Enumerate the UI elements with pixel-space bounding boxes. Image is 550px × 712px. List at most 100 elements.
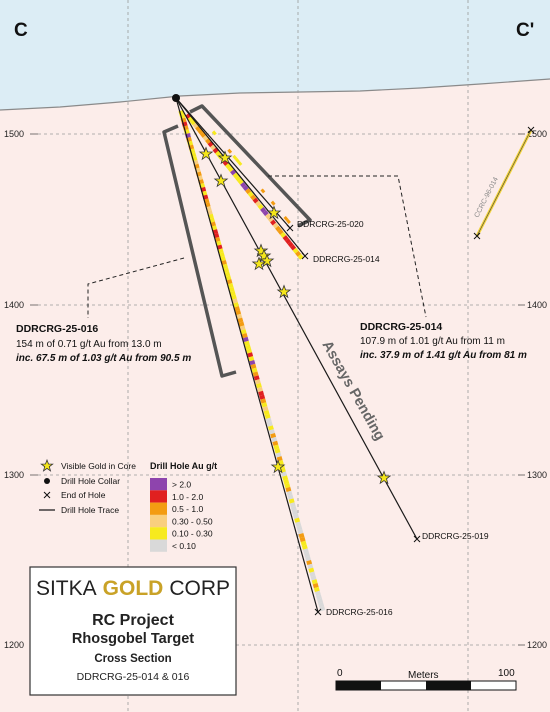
scale-end: 100 [498,668,515,679]
grade-segment [237,317,244,323]
end-of-hole-019 [413,535,421,543]
grade-segment [248,356,255,362]
grade-segment [213,233,220,239]
grade-segment [204,202,211,208]
legend-label: Visible Gold in Core [61,461,136,471]
collar-cross-ccrc [527,126,535,134]
grade-segment [257,203,264,210]
grade-segment [316,594,322,600]
grade-segment [212,147,219,154]
grade-segment [264,413,271,420]
legend-label: Drill Hole Trace [61,505,119,515]
grade-segment [196,175,203,181]
legend-grade-swatch [150,502,167,515]
legend-label: Drill Hole Collar [61,476,120,486]
elev-tick-right: 1300 [527,470,547,480]
grade-segment [237,160,243,166]
grade-segment [190,152,197,158]
scale-bar-segment [426,681,471,690]
visible-gold-star [270,459,286,474]
grade-segment [285,238,292,245]
legend-grade-title: Drill Hole Au g/t [150,461,217,471]
visible-gold-star [217,150,233,165]
grade-segment [282,235,289,242]
grade-segment [269,429,275,435]
grade-segment [205,138,212,145]
grade-segment [260,398,267,404]
grade-segment [232,154,238,160]
legend-grade-label: 0.5 - 1.0 [172,504,203,514]
hole-label-019: DDRCRG-25-019 [422,531,489,541]
grade-segment [199,183,206,189]
grade-segment [190,119,197,126]
grade-segment [290,244,297,251]
visible-gold-star [259,253,275,268]
trace-hole-016 [175,97,319,613]
visible-gold-star [198,146,214,161]
legend-grade-label: 1.0 - 2.0 [172,492,203,502]
grade-segment [200,131,207,138]
grade-segment [300,540,307,546]
grade-segment [290,506,297,512]
end-of-hole-ccrc [473,232,481,240]
grade-segment [266,421,273,427]
grade-segment [241,333,248,339]
grade-segment [245,344,251,350]
grade-segment [295,521,302,527]
annotation-016-title: DDRCRG-25-016 [16,323,98,335]
grade-segment [206,209,213,216]
grade-segment [189,148,196,154]
grade-segment [246,348,253,354]
grade-segment [263,409,270,416]
grade-segment [302,548,309,554]
grade-segment [234,306,241,312]
leader-016 [87,257,185,318]
section-label-right: C' [516,20,534,41]
grade-segment [319,606,326,612]
grade-segment [222,263,228,270]
visible-gold-star [266,205,282,220]
elev-tick-left: 1500 [4,129,24,139]
legend-grade-label: > 2.0 [172,480,191,490]
hole-label-016: DDRCRG-25-016 [326,607,393,617]
grade-segment [306,559,313,566]
scale-bar-segment [336,681,381,690]
elevation-tick-marks [30,133,525,646]
grade-segment [215,240,222,246]
grade-segment [229,290,236,296]
legend-label: End of Hole [61,490,106,500]
grade-segment [230,169,237,176]
grade-segment [279,467,286,473]
grade-segment [277,228,284,235]
legend-dot-icon [44,478,50,484]
legend-x-icon [43,491,51,499]
grade-segment [262,210,269,217]
annotation-016-line2: inc. 67.5 m of 1.03 g/t Au from 90.5 m [16,353,191,364]
grade-segment [227,283,234,289]
legend: Visible Gold in Core Drill Hole Collar E… [39,458,217,552]
grade-segment [297,253,304,260]
grade-segment [224,271,231,277]
grade-segment [311,579,318,585]
grade-segment [257,386,263,393]
grade-segment [236,313,243,320]
elev-tick-right: 1500 [527,129,547,139]
grade-segment [214,236,221,243]
grade-segment [262,406,269,412]
grade-segment [178,109,185,116]
grade-segment [179,113,186,120]
grade-segment [200,186,207,193]
grade-segment [289,502,296,508]
grade-segment [212,229,219,235]
annotation-014: DDRCRG-25-014 107.9 m of 1.01 g/t Au fro… [360,321,527,361]
grade-segment [301,544,308,550]
grade-segment [202,194,209,200]
ground-section [0,79,550,712]
grade-segment [211,225,218,231]
legend-grade-swatch [150,527,167,540]
grade-segment [313,586,320,593]
elev-tick-right: 1200 [527,640,547,650]
grade-segment [208,217,215,223]
grade-segment [310,575,317,581]
